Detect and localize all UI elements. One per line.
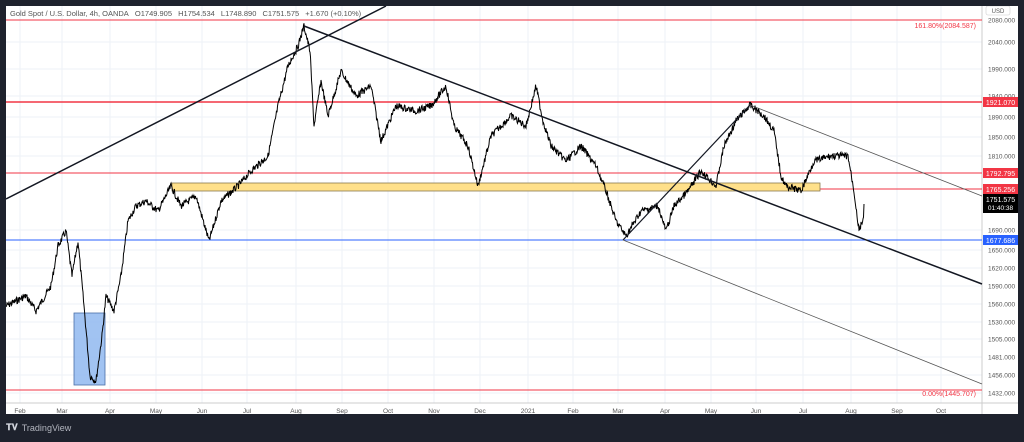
time-tick: Apr [660,408,671,414]
price-tick: 1432.000 [988,391,1015,398]
price-tick: 1810.000 [988,154,1015,161]
time-tick: May [150,408,163,414]
time-tick: Sep [891,408,903,414]
chart-frame[interactable]: 161.80%(2084.587) 0.00%(1445.707) 2080.0… [6,6,1018,414]
price-tick: 1890.000 [988,115,1015,122]
fib-top-label: 161.80%(2084.587) [915,23,977,30]
time-tick: Dec [474,408,486,414]
channel-upper-line[interactable] [749,104,983,197]
time-tick: Jul [243,408,252,414]
time-tick: Mar [612,408,624,414]
ohlc-open: O1749.905 [134,9,173,18]
ohlc-high: H1754.534 [178,9,215,18]
time-tick: Jun [751,408,762,414]
badge-1921: 1921.070 [983,97,1018,107]
time-tick: Apr [105,408,116,414]
time-tick: Feb [567,408,579,414]
badge-1792: 1792.795 [983,168,1018,178]
badge-last-price: 1751.575 01:40:38 [983,194,1018,213]
price-series [6,23,865,384]
price-tick: 1620.000 [988,266,1015,273]
svg-text:1765.256: 1765.256 [986,187,1015,194]
symbol-title: Gold Spot / U.S. Dollar, 4h, OANDA [10,9,129,18]
time-tick: Jun [197,408,208,414]
tradingview-logo-icon: 𝐓𝐕 [6,422,18,432]
svg-text:1751.575: 1751.575 [986,197,1015,204]
price-tick: 1690.000 [988,228,1015,235]
time-tick: Nov [428,408,440,414]
symbol-legend[interactable]: Gold Spot / U.S. Dollar, 4h, OANDA O1749… [10,9,365,18]
price-tick: 1505.000 [988,337,1015,344]
chart-canvas[interactable]: 161.80%(2084.587) 0.00%(1445.707) 2080.0… [6,6,1018,414]
time-tick: Mar [56,408,68,414]
price-tick: 1456.000 [988,373,1015,380]
time-axis[interactable]: Feb Mar Apr May Jun Jul Aug Sep Oct Nov Dec 2021 Feb… [14,408,946,414]
svg-text:1677.686: 1677.686 [986,238,1015,245]
badge-1677: 1677.686 [983,235,1018,245]
svg-text:1921.070: 1921.070 [986,100,1015,107]
grid [6,6,982,403]
brand-name: TradingView [21,422,72,433]
rising-trendline[interactable] [622,104,751,241]
price-change: +1.670 (+0.10%) [305,9,362,18]
price-tick: 1650.000 [988,248,1015,255]
currency-label: USD [992,9,1005,15]
time-tick: 2021 [521,408,536,414]
footer: 𝐓𝐕 TradingView [6,422,71,433]
price-tick: 1850.000 [988,135,1015,142]
price-tick: 1990.000 [988,67,1015,74]
price-tick: 1530.000 [988,320,1015,327]
badge-1765: 1765.256 [983,184,1018,194]
time-tick: May [705,408,718,414]
resistance-zone[interactable] [171,182,821,192]
time-tick: Feb [14,408,26,414]
ohlc-close: C1751.575 [262,9,300,18]
price-tick: 2080.000 [988,18,1015,25]
fib-bottom-label: 0.00%(1445.707) [922,391,976,398]
time-tick: Sep [336,408,348,414]
price-tick: 2040.000 [988,40,1015,47]
price-tick: 1560.000 [988,302,1015,309]
long-uptrend-line[interactable] [6,6,387,200]
price-tick: 1481.000 [988,355,1015,362]
time-tick: Oct [383,408,393,414]
time-tick: Jul [799,408,808,414]
channel-lower-line[interactable] [622,239,983,385]
time-tick: Aug [845,408,857,414]
svg-text:01:40:38: 01:40:38 [988,205,1014,212]
ohlc-low: L1748.890 [220,9,257,18]
price-tick: 1590.000 [988,284,1015,291]
time-tick: Aug [290,408,302,414]
currency-badge [985,6,1011,16]
descending-trendline[interactable] [303,25,983,285]
time-tick: Oct [936,408,946,414]
svg-text:1792.795: 1792.795 [986,171,1015,178]
